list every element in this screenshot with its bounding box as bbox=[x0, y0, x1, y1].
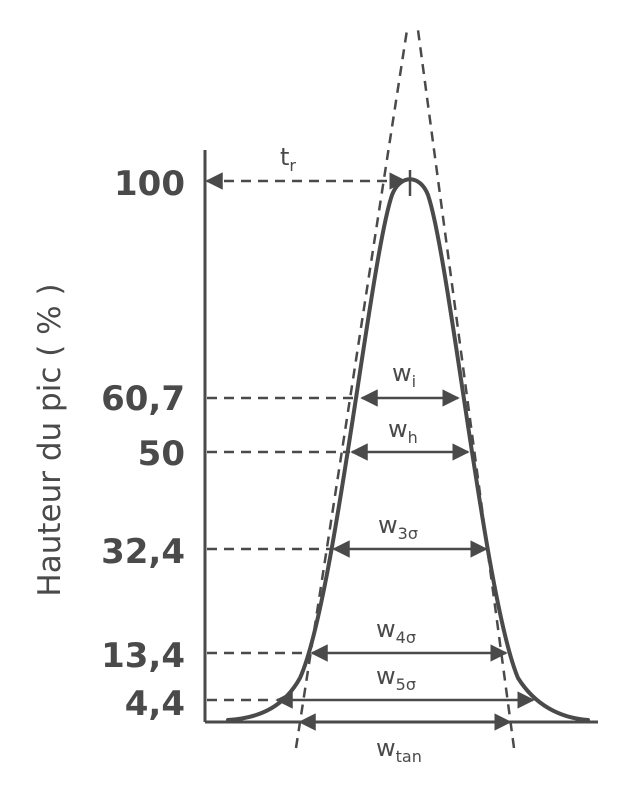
tangent-line-right bbox=[416, 29, 516, 749]
width-label-4-sigma-main: w bbox=[376, 615, 396, 643]
retention-label-main: t bbox=[280, 143, 289, 171]
width-label-3-sigma: w3σ bbox=[378, 511, 418, 543]
tick-label-50: 50 bbox=[138, 434, 185, 474]
width-label-half-height-main: w bbox=[388, 415, 408, 443]
width-label-4-sigma-sub: 4σ bbox=[396, 628, 416, 647]
y-axis-label: Hauteur du pic ( % ) bbox=[32, 283, 68, 596]
peak-curve bbox=[226, 177, 590, 722]
width-label-4-sigma: w4σ bbox=[376, 615, 416, 647]
width-label-3-sigma-sub: 3σ bbox=[398, 524, 418, 543]
tick-label-60-7: 60,7 bbox=[101, 379, 185, 419]
tick-label-4-4: 4,4 bbox=[125, 684, 185, 724]
width-label-inflection: wi bbox=[392, 359, 416, 391]
width-label-half-height: wh bbox=[388, 415, 418, 447]
retention-label-sub: r bbox=[289, 156, 296, 175]
width-label-5-sigma: w5σ bbox=[376, 662, 416, 694]
width-label-3-sigma-main: w bbox=[378, 511, 398, 539]
width-label-inflection-main: w bbox=[392, 359, 412, 387]
width-label-half-height-sub: h bbox=[408, 428, 418, 447]
width-label-tangent-sub: tan bbox=[396, 747, 422, 766]
width-label-tangent-main: w bbox=[376, 734, 396, 762]
retention-time-label: tr bbox=[280, 143, 296, 175]
width-label-inflection-sub: i bbox=[412, 372, 416, 391]
tick-label-100: 100 bbox=[114, 164, 185, 204]
tick-label-32-4: 32,4 bbox=[101, 532, 185, 572]
width-label-5-sigma-main: w bbox=[376, 662, 396, 690]
width-label-5-sigma-sub: 5σ bbox=[396, 675, 416, 694]
tick-label-13-4: 13,4 bbox=[101, 636, 185, 676]
width-label-tangent: wtan bbox=[376, 734, 422, 766]
